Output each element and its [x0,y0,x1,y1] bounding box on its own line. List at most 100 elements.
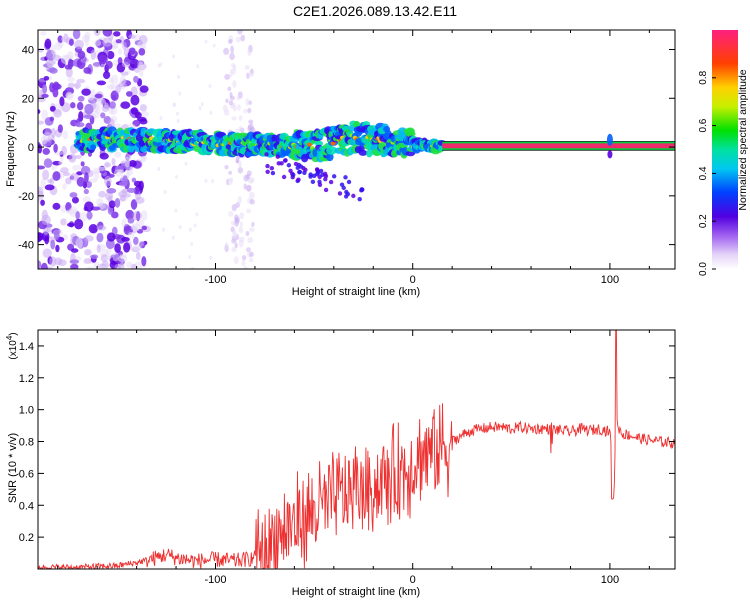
spectrogram-cell [283,158,288,163]
spectrogram-cell [77,95,85,102]
spectrogram-cell [298,164,304,169]
spectrogram-cell [133,75,139,83]
spectrogram-cell [90,89,96,99]
spectrogram-cell [121,188,129,193]
spectrogram-cell [115,84,122,94]
spectrogram-cell [83,188,89,195]
spectrogram-cell [239,221,243,227]
spectrogram-x-tick-label: -100 [204,274,226,286]
spectrogram-cell [270,170,276,176]
spectrogram-cell [139,85,149,93]
spectrogram-axes: -100 0 100 -40 -20 0 20 40 [18,30,675,286]
spectrogram-cell [228,170,232,175]
spectrogram-cell [113,31,121,37]
spectrogram-cell [49,116,55,122]
snr-frame [37,329,676,570]
spectrogram-cell [128,47,136,55]
spectrogram-cell [405,127,415,136]
spectrogram-cell [65,67,73,78]
spectrogram-cell [137,40,147,49]
spectrogram-cell [229,52,235,61]
spectrogram-cell [296,177,301,182]
spectrogram-cell [188,227,192,232]
spectrogram-cell [99,152,109,160]
spectrogram-cell [105,60,113,69]
spectrogram-cell [331,174,337,179]
spectrogram-band-core [442,143,675,149]
snr-y-tick-label: 1.0 [19,405,34,417]
spectrogram-cell [243,108,249,114]
spectrogram-cell [49,256,57,267]
spectrogram-cell [238,225,244,234]
spectrogram-cell [607,150,613,159]
spectrogram-cell [269,165,275,171]
spectrogram-cell [122,78,127,84]
snr-y-tick-label: 1.2 [19,373,34,385]
spectrogram-cell [104,255,112,261]
spectrogram-panel: -100 0 100 -40 -20 0 20 40 Height of straight l… [5,29,676,298]
spectrogram-cell [162,227,166,232]
spectrogram-cell [77,50,86,59]
spectrogram-cell [76,78,86,84]
spectrogram-cell [38,109,41,114]
spectrogram-cell [58,160,63,165]
spectrogram-cell [245,98,250,106]
spectrogram-cell [238,160,242,168]
spectrogram-cell [127,187,136,194]
spectrogram-cell [322,171,328,177]
spectrogram-cell [62,130,69,140]
spectrogram-cell [60,54,71,65]
spectrogram-cell [74,39,85,50]
spectrogram-cell [104,102,109,112]
spectrogram-cell [306,142,312,147]
spectrogram-cell [317,182,323,188]
spectrogram-cell [245,231,250,237]
spectrogram-cell [328,179,334,185]
spectrogram-cell [310,179,316,185]
spectrogram-cell [96,166,107,171]
spectrogram-frame [37,29,676,270]
spectrogram-cell [122,175,128,187]
spectrogram-cell [188,255,192,260]
spectrogram-cell [98,54,108,65]
spectrogram-cell [70,102,76,109]
colorbar-tick-label: 0.2 [698,214,709,228]
spectrogram-cell [234,242,238,249]
snr-x-tick-label: 100 [601,574,619,586]
spectrogram-cell [106,232,116,242]
spectrogram-cell [243,183,247,190]
spectrogram-cell [52,171,61,181]
spectrogram-cell [68,38,74,46]
spectrogram-cell [62,183,67,190]
spectrogram-cell [360,187,365,192]
spectrogram-cell [100,112,106,119]
spectrogram-cell [175,175,179,180]
spectrogram-cell [44,128,53,136]
spectrogram-cell [275,154,280,159]
spectrogram-cell [42,84,48,94]
spectrogram-cell [127,231,135,239]
spectrogram-cell [86,211,93,220]
spectrogram-cell [172,102,176,107]
spectrogram-cell [241,259,246,267]
colorbar-ticks: 0.0 0.2 0.4 0.6 0.8 [698,70,716,276]
spectrogram-cell [40,178,46,189]
spectrogram-cell [93,30,101,37]
spectrogram-cell [61,145,67,156]
spectrogram-cell [116,234,126,244]
spectrogram-cell [69,259,80,265]
spectrogram-cell [117,255,128,263]
spectrogram-cell [123,242,131,253]
snr-y-tick-label: 0.8 [19,437,34,449]
spectrogram-cell [59,96,65,107]
spectrogram-cell [71,196,79,204]
spectrogram-cell [235,128,241,134]
spectrogram-cell [293,161,299,167]
spectrogram-cell [195,212,199,217]
spectrogram-cell [84,249,92,256]
spectrogram-cell [159,116,163,121]
spectrogram-cell [128,34,136,39]
spectrogram-cell [247,107,252,114]
spectrogram-cell [68,154,77,163]
spectrogram-cell [237,30,243,35]
